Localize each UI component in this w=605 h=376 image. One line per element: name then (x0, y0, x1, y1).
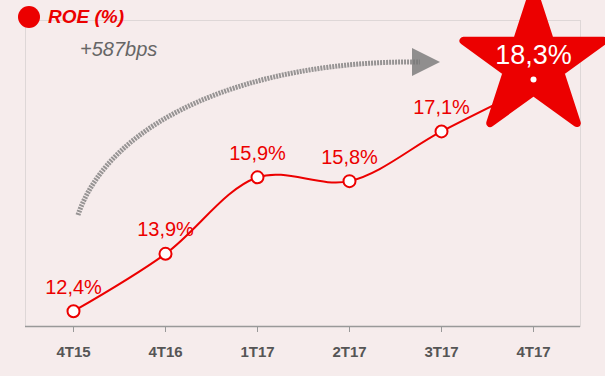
svg-text:4T17: 4T17 (516, 343, 550, 360)
html-text:+587bps: +587bps (80, 38, 158, 60)
svg-text:1T17: 1T17 (240, 343, 274, 360)
html-text:ROE (%): ROE (%) (48, 6, 124, 27)
svg-text:15,8%: 15,8% (321, 146, 378, 168)
svg-text:2T17: 2T17 (332, 343, 366, 360)
svg-text:4T15: 4T15 (56, 343, 90, 360)
svg-text:12,4%: 12,4% (45, 276, 102, 298)
svg-text:3T17: 3T17 (424, 343, 458, 360)
svg-text:13,9%: 13,9% (137, 218, 194, 240)
svg-text:18,3%: 18,3% (495, 40, 572, 70)
svg-text:4T16: 4T16 (148, 343, 182, 360)
svg-text:15,9%: 15,9% (229, 142, 286, 164)
svg-text:17,1%: 17,1% (413, 96, 470, 118)
